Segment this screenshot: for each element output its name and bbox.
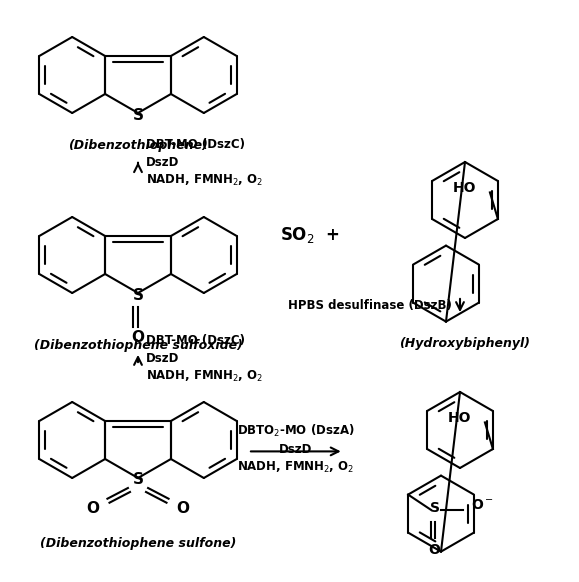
Text: (Dibenzothiophene sulfone): (Dibenzothiophene sulfone) — [40, 537, 236, 549]
Text: HO: HO — [452, 182, 476, 196]
Text: DBT-MO (DszC): DBT-MO (DszC) — [146, 138, 245, 151]
Text: (Dibenzothiophene sulfoxide): (Dibenzothiophene sulfoxide) — [34, 339, 243, 352]
Text: DszD: DszD — [146, 156, 179, 169]
Text: DszD: DszD — [146, 352, 179, 365]
Text: O: O — [428, 544, 440, 558]
Text: NADH, FMNH$_2$, O$_2$: NADH, FMNH$_2$, O$_2$ — [146, 173, 263, 188]
Text: O: O — [131, 329, 145, 345]
Text: O$^-$: O$^-$ — [471, 498, 494, 512]
Text: (Hydroxybiphenyl): (Hydroxybiphenyl) — [400, 336, 530, 350]
Text: S: S — [133, 473, 144, 488]
Text: DszD: DszD — [279, 443, 313, 456]
Text: SO$_2$  +: SO$_2$ + — [280, 225, 340, 245]
Text: DBT-MO (DszC): DBT-MO (DszC) — [146, 334, 245, 347]
Text: S: S — [133, 288, 144, 303]
Text: (Dibenzothiophene): (Dibenzothiophene) — [68, 139, 208, 151]
Text: DBTO$_2$-MO (DszA): DBTO$_2$-MO (DszA) — [237, 423, 354, 439]
Text: S: S — [133, 108, 144, 122]
Text: HPBS desulfinase (DszB): HPBS desulfinase (DszB) — [288, 299, 452, 312]
Text: NADH, FMNH$_2$, O$_2$: NADH, FMNH$_2$, O$_2$ — [237, 460, 354, 475]
Text: NADH, FMNH$_2$, O$_2$: NADH, FMNH$_2$, O$_2$ — [146, 369, 263, 384]
Text: O: O — [86, 501, 100, 516]
Text: S: S — [430, 501, 440, 515]
Text: O: O — [177, 501, 189, 516]
Text: HO: HO — [448, 411, 471, 425]
